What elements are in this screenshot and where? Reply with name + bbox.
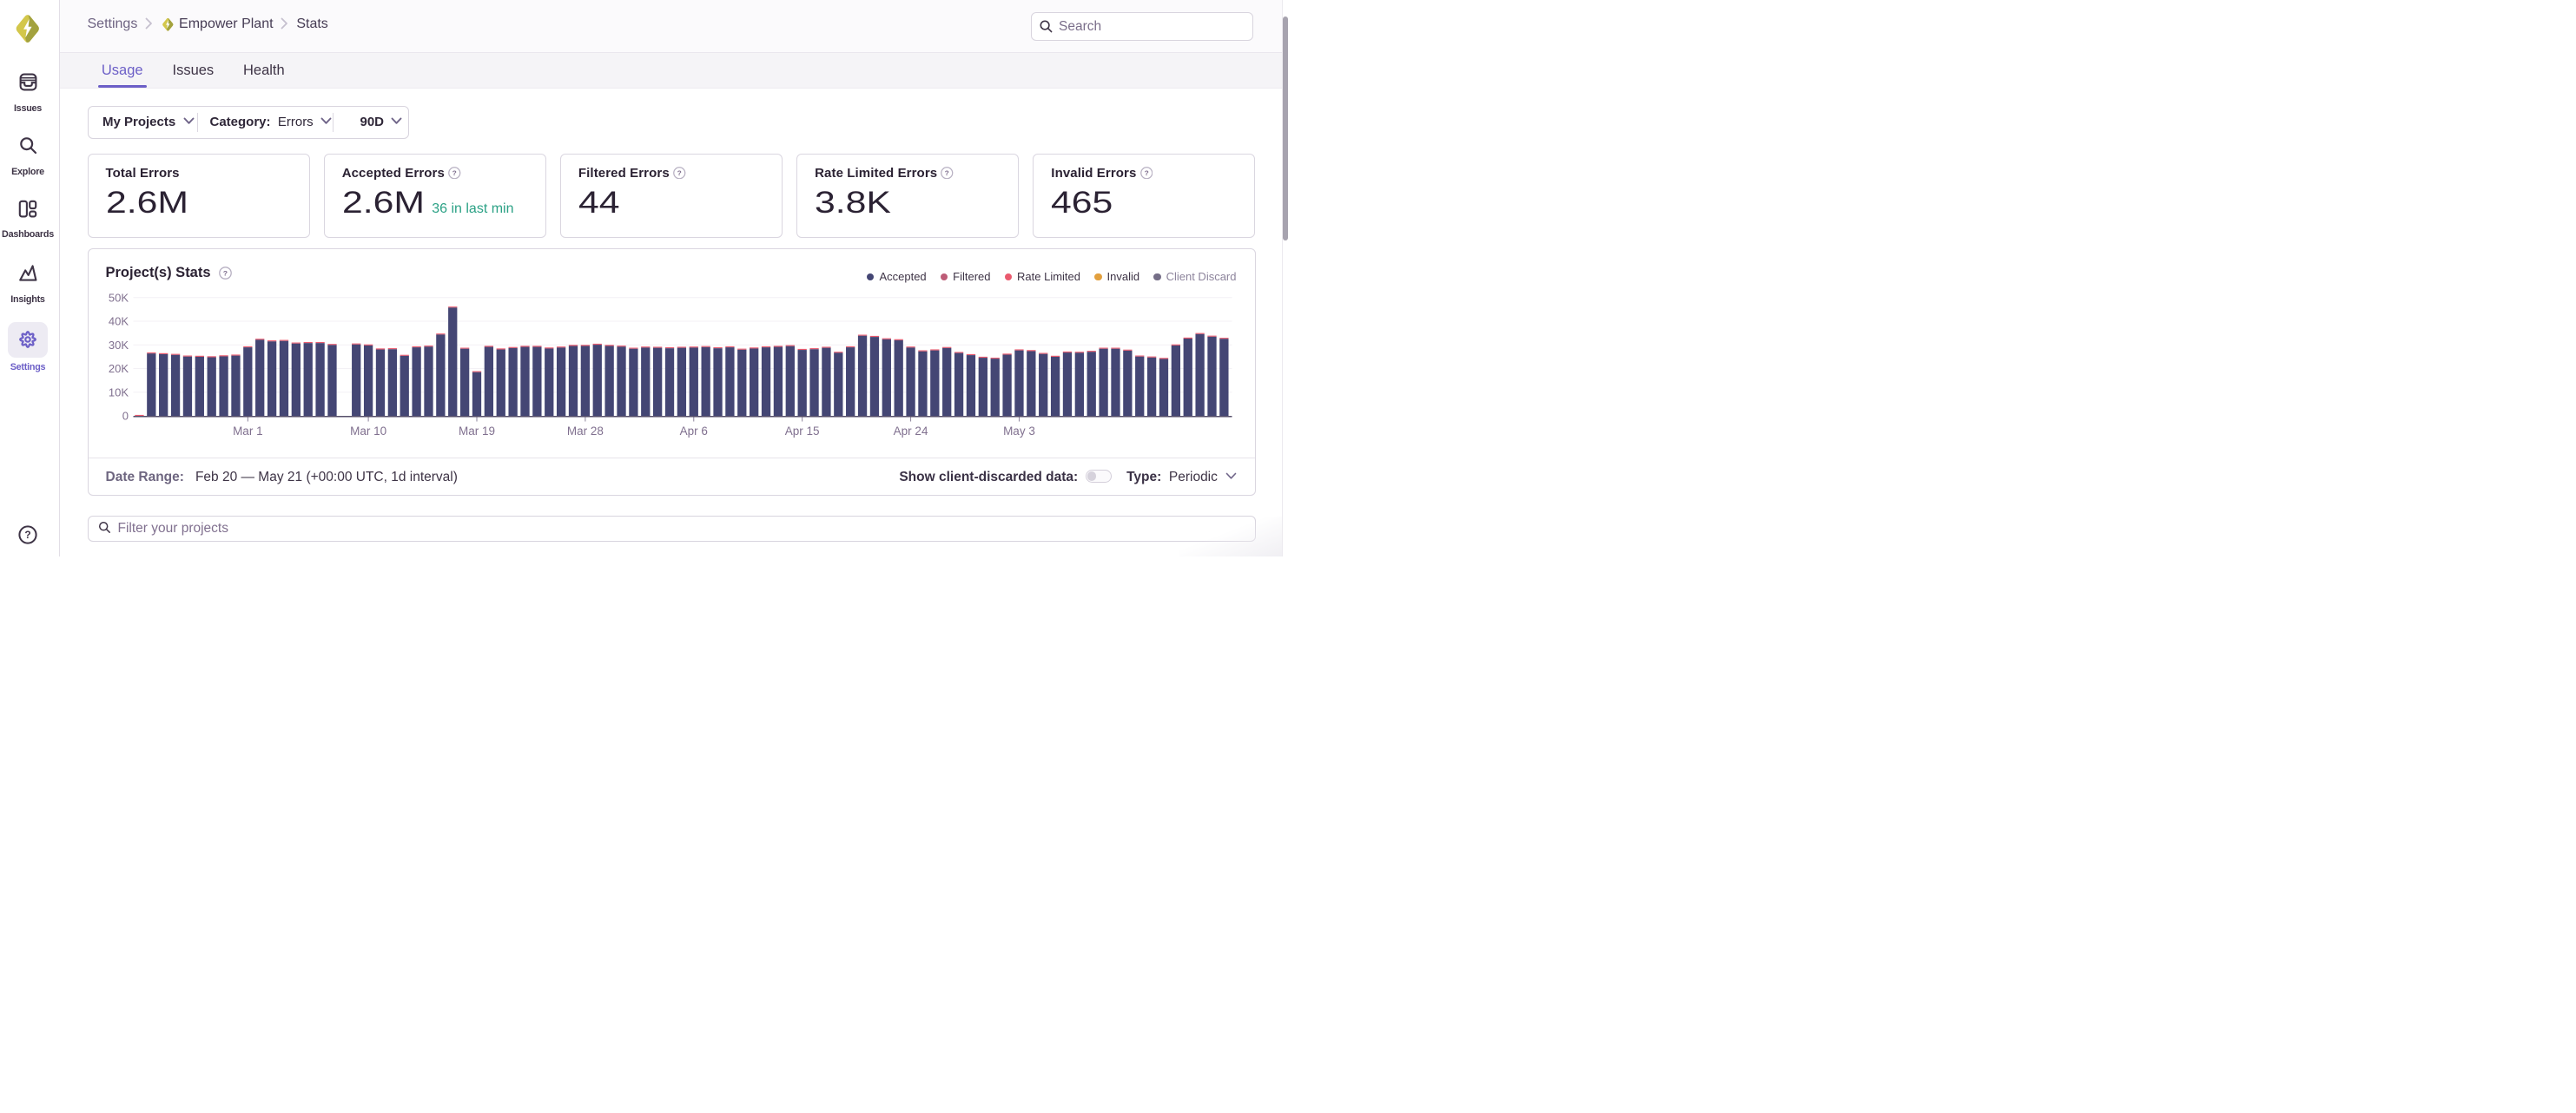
svg-text:?: ?: [24, 529, 30, 541]
svg-text:Apr 15: Apr 15: [784, 425, 819, 438]
svg-text:Mar 1: Mar 1: [233, 425, 263, 438]
svg-text:0: 0: [122, 410, 128, 423]
svg-text:30K: 30K: [108, 339, 128, 352]
svg-text:10K: 10K: [108, 385, 128, 398]
svg-text:?: ?: [1144, 170, 1148, 178]
svg-text:Apr 6: Apr 6: [679, 425, 707, 438]
svg-text:?: ?: [452, 170, 457, 178]
svg-text:20K: 20K: [108, 362, 128, 375]
svg-text:Mar 10: Mar 10: [350, 425, 386, 438]
svg-text:Apr 24: Apr 24: [893, 425, 928, 438]
svg-text:50K: 50K: [108, 291, 128, 304]
svg-text:40K: 40K: [108, 315, 128, 328]
svg-text:Mar 19: Mar 19: [458, 425, 494, 438]
svg-text:Mar 28: Mar 28: [566, 425, 603, 438]
svg-text:?: ?: [677, 170, 682, 178]
svg-text:?: ?: [945, 170, 949, 178]
svg-text:May 3: May 3: [1003, 425, 1035, 438]
svg-text:?: ?: [223, 269, 228, 278]
